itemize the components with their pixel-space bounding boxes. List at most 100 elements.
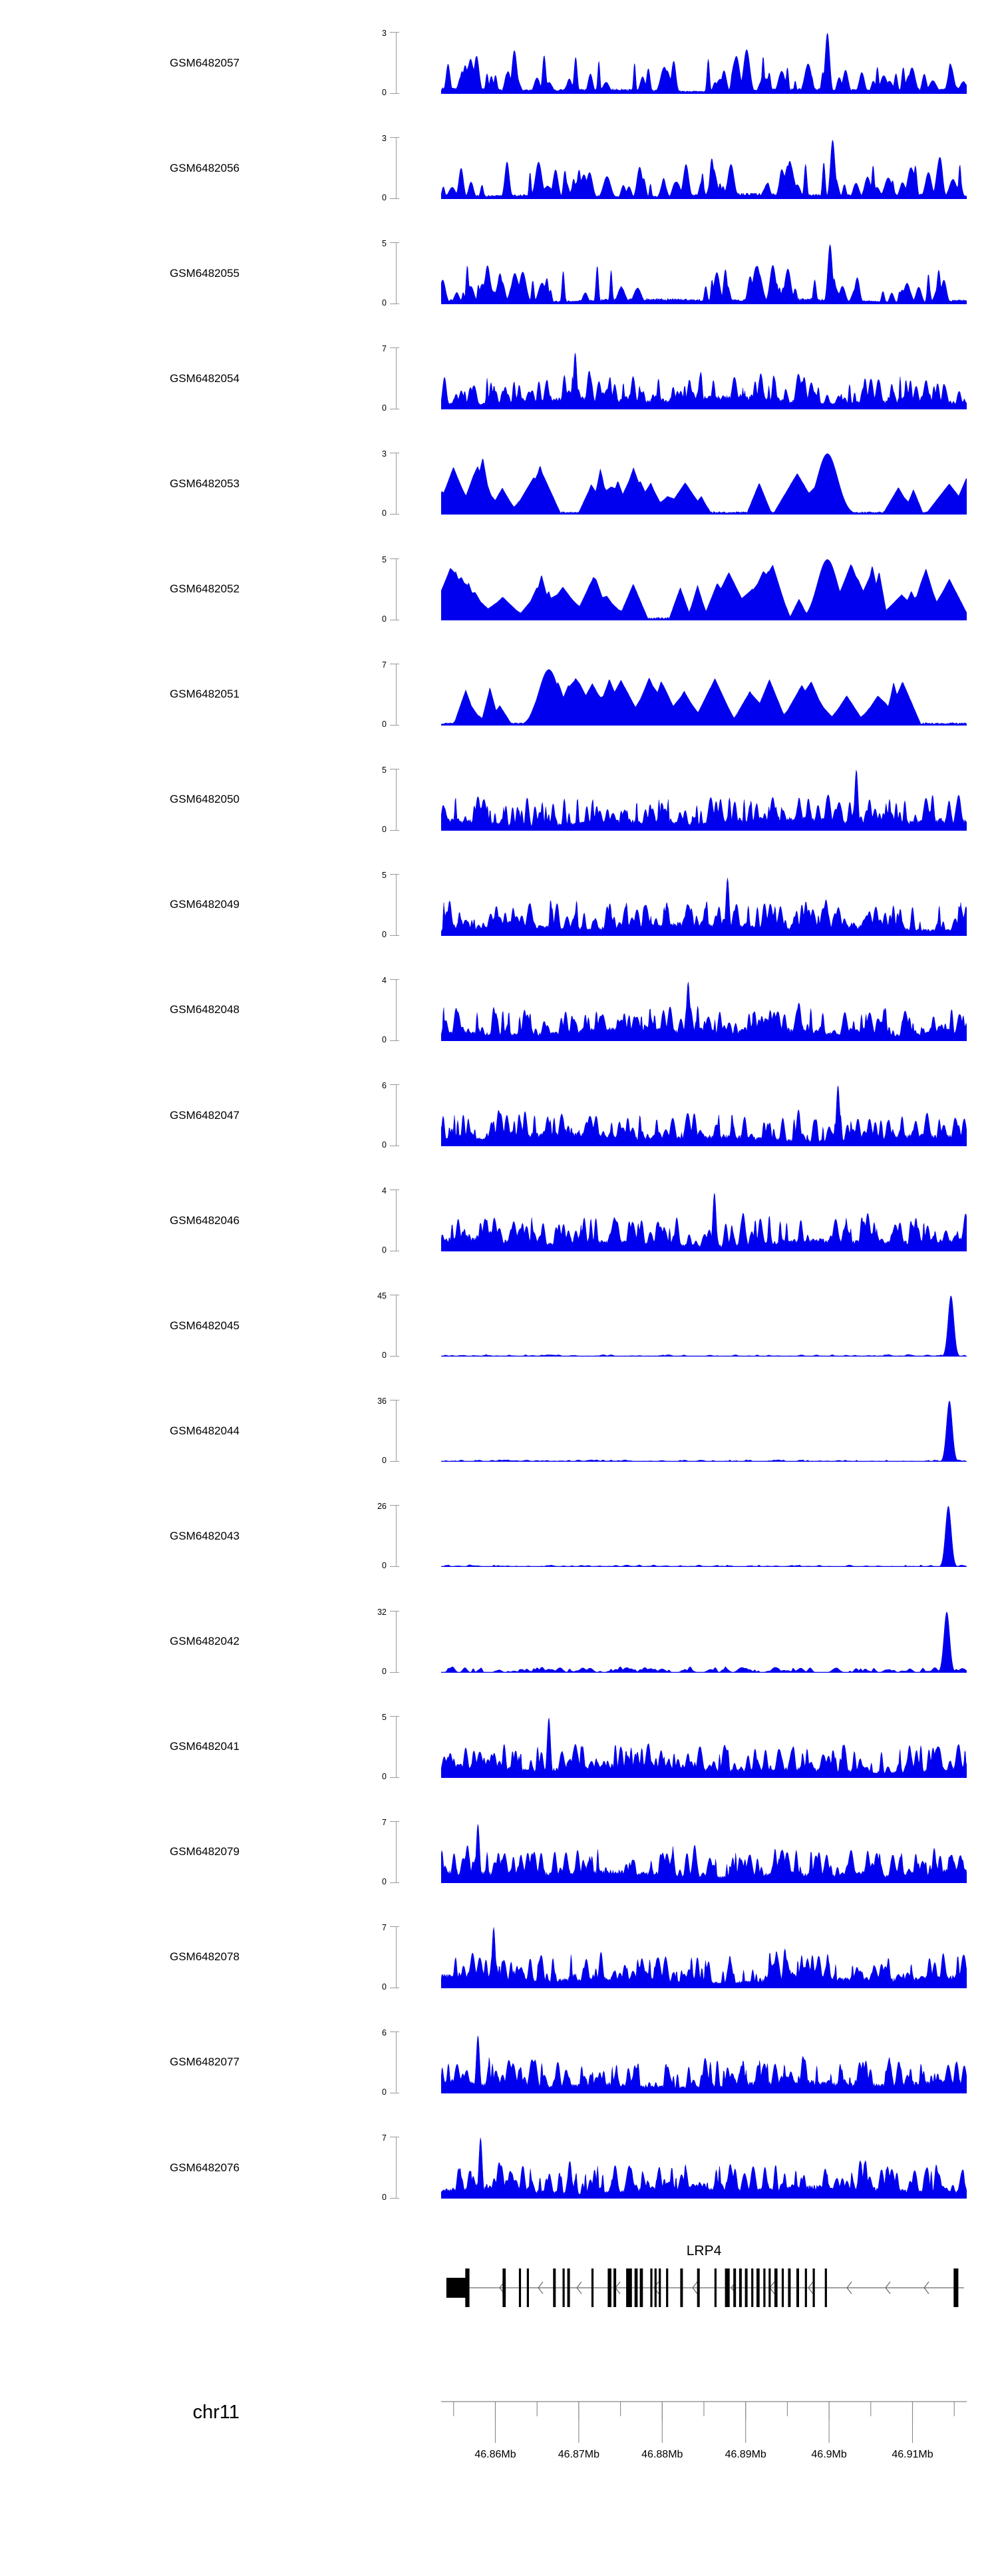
track-sample-label: GSM6482046 xyxy=(170,1213,240,1227)
coverage-track: GSM6482041 5 0 xyxy=(0,1713,998,1781)
y-axis-line xyxy=(396,1295,403,1357)
y-axis-min-tick: 0 xyxy=(382,2193,399,2201)
track-signal-plot[interactable] xyxy=(441,1926,967,1988)
track-signal-plot[interactable] xyxy=(441,1821,967,1883)
y-axis-max-tick: 5 xyxy=(382,871,399,879)
coverage-track: GSM6482049 5 0 xyxy=(0,871,998,939)
y-axis-tick-label: 6 xyxy=(382,1081,387,1090)
y-axis-line xyxy=(396,978,403,1041)
track-sample-label: GSM6482051 xyxy=(170,688,240,701)
y-axis-max-tick: 3 xyxy=(382,29,399,37)
coverage-track: GSM6482044 36 0 xyxy=(0,1397,998,1464)
svg-text:46.9Mb: 46.9Mb xyxy=(811,2449,846,2460)
track-sample-label: GSM6482052 xyxy=(170,582,240,595)
track-signal-plot[interactable] xyxy=(441,32,967,94)
y-axis-tick-label: 0 xyxy=(382,1876,387,1886)
y-axis-tick-label: 32 xyxy=(377,1607,387,1617)
y-axis-tick-label: 0 xyxy=(382,298,387,308)
y-axis-tick-label: 0 xyxy=(382,509,387,519)
track-sample-label: GSM6482042 xyxy=(170,1635,240,1647)
gene-model-panel: LRP4 xyxy=(0,2243,998,2316)
coverage-track: GSM6482043 26 0 xyxy=(0,1502,998,1570)
gene-name-label: LRP4 xyxy=(686,2243,722,2258)
track-signal-plot[interactable] xyxy=(441,979,967,1041)
coverage-track: GSM6482048 4 0 xyxy=(0,976,998,1044)
track-signal-plot[interactable] xyxy=(441,1084,967,1146)
chromosome-axis-panel: chr11 46.86Mb 46.87Mb 46.88Mb 46.89Mb 46.9Mb… xyxy=(0,2390,998,2503)
y-axis-min-tick: 0 xyxy=(382,825,399,833)
y-axis-tick-label: 5 xyxy=(382,554,387,564)
track-sample-label: GSM6482048 xyxy=(170,1003,240,1016)
coverage-track: GSM6482042 32 0 xyxy=(0,1607,998,1676)
coverage-track: GSM6482047 6 0 xyxy=(0,1082,998,1149)
coverage-track: GSM6482054 7 0 xyxy=(0,345,998,412)
y-axis-tick-label: 0 xyxy=(382,193,387,203)
y-axis-tick-label: 0 xyxy=(382,88,387,97)
track-sample-label: GSM6482050 xyxy=(170,793,240,806)
track-signal-plot[interactable] xyxy=(441,2137,967,2199)
y-axis-tick-label: 5 xyxy=(382,239,387,249)
y-axis-tick-label: 0 xyxy=(382,1140,387,1150)
coverage-track: GSM6482079 7 0 xyxy=(0,1819,998,1886)
y-axis-tick-label: 5 xyxy=(382,1712,387,1722)
track-signal-plot[interactable] xyxy=(441,453,967,515)
y-axis-max-tick: 3 xyxy=(382,134,399,142)
y-axis-line xyxy=(396,768,403,831)
y-axis-tick-label: 0 xyxy=(382,719,387,729)
y-axis-tick-label: 45 xyxy=(377,1291,387,1301)
track-signal-plot[interactable] xyxy=(441,1716,967,1778)
y-axis-line xyxy=(396,873,403,936)
track-signal-plot[interactable] xyxy=(441,2032,967,2093)
y-axis-tick-label: 0 xyxy=(382,1666,387,1676)
y-axis-tick-label: 0 xyxy=(382,929,387,939)
track-sample-label: GSM6482047 xyxy=(170,1108,240,1122)
track-signal-plot[interactable] xyxy=(441,347,967,410)
y-axis-min-tick: 0 xyxy=(382,1036,399,1044)
y-axis-max-tick: 5 xyxy=(382,555,399,564)
y-axis-tick-label: 3 xyxy=(382,449,387,459)
track-signal-plot[interactable] xyxy=(441,769,967,831)
y-axis-tick-label: 0 xyxy=(382,1982,387,1992)
svg-text:46.91Mb: 46.91Mb xyxy=(892,2449,933,2460)
track-signal-plot[interactable] xyxy=(441,1611,967,1673)
y-axis-max-tick: 6 xyxy=(382,1082,399,1090)
gene-exon-structure xyxy=(446,2268,964,2307)
track-signal-plot[interactable] xyxy=(441,1189,967,1252)
genomic-coordinate-ruler[interactable]: 46.86Mb 46.87Mb 46.88Mb 46.89Mb 46.9Mb 46.91M… xyxy=(441,2396,967,2483)
y-axis-min-tick: 0 xyxy=(382,1456,399,1464)
track-y-axis: 36 0 xyxy=(377,1397,998,1464)
track-signal-plot[interactable] xyxy=(441,242,967,305)
track-signal-plot[interactable] xyxy=(441,874,967,936)
track-signal-plot[interactable] xyxy=(441,1505,967,1568)
track-signal-plot[interactable] xyxy=(441,558,967,620)
y-axis-tick-label: 0 xyxy=(382,2087,387,2097)
y-axis-min-tick: 0 xyxy=(382,1351,399,1359)
track-signal-plot[interactable] xyxy=(441,1295,967,1357)
track-signal-plot[interactable] xyxy=(441,664,967,726)
track-signal-plot[interactable] xyxy=(441,137,967,200)
track-sample-label: GSM6482056 xyxy=(170,161,240,174)
track-sample-label: GSM6482049 xyxy=(170,898,240,911)
track-sample-label: GSM6482077 xyxy=(170,2055,240,2069)
coverage-track: GSM6482053 3 0 xyxy=(0,450,998,517)
track-sample-label: GSM6482053 xyxy=(170,477,240,490)
track-sample-label: GSM6482041 xyxy=(170,1740,240,1753)
coverage-track: GSM6482050 5 0 xyxy=(0,766,998,833)
track-signal-plot[interactable] xyxy=(441,1400,967,1462)
y-axis-tick-label: 5 xyxy=(382,870,387,880)
y-axis-line xyxy=(396,558,403,620)
y-axis-tick-label: 0 xyxy=(382,824,387,834)
y-axis-min-tick: 0 xyxy=(382,1773,399,1781)
y-axis-tick-label: 0 xyxy=(382,1456,387,1466)
y-axis-line xyxy=(396,1715,403,1778)
